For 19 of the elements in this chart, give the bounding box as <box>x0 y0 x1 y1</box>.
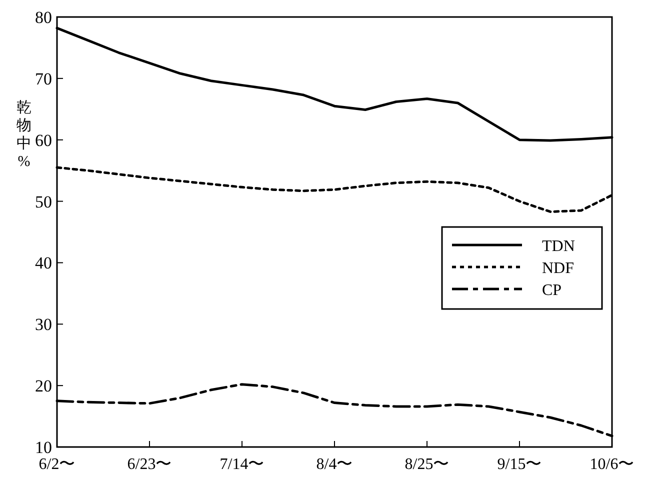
y-tick-label: 60 <box>35 130 52 150</box>
x-tick-label: 8/4〜 <box>316 456 353 473</box>
y-tick-label: 40 <box>35 254 52 273</box>
x-tick-label: 9/15〜 <box>497 456 542 473</box>
x-tick-label: 7/14〜 <box>220 456 264 473</box>
y-tick-label: 70 <box>35 69 52 88</box>
y-tick-label: 10 <box>35 438 52 457</box>
y-tick-label: 30 <box>35 315 52 334</box>
legend-label: CP <box>542 282 562 299</box>
x-tick-label: 6/23〜 <box>127 456 172 473</box>
y-tick-label: 20 <box>35 376 52 396</box>
y-axis-title: 乾物中% <box>16 99 32 170</box>
x-tick-label: 6/2〜 <box>38 456 76 473</box>
y-tick-label: 80 <box>35 8 52 27</box>
legend-label: NDF <box>542 260 574 277</box>
legend-label: TDN <box>542 238 576 255</box>
x-tick-label: 8/25〜 <box>404 456 450 473</box>
x-tick-label: 10/6〜 <box>590 456 634 473</box>
y-tick-label: 50 <box>35 192 52 212</box>
